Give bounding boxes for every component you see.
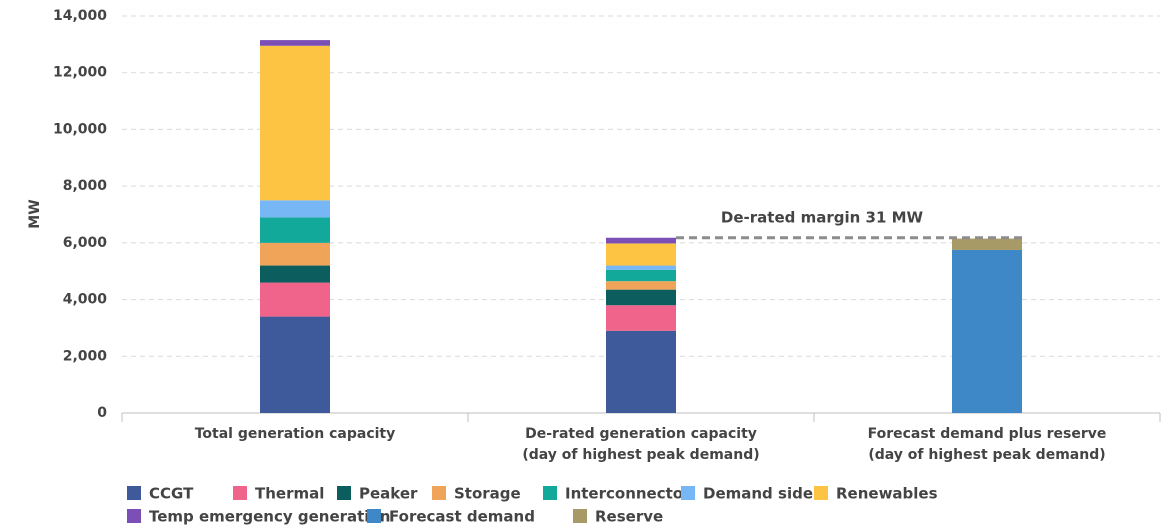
x-tick-label: Total generation capacity (195, 426, 396, 442)
y-axis-label: MW (27, 199, 43, 228)
bar-segment (606, 289, 676, 306)
x-tick-label-line: Forecast demand plus reserve (868, 426, 1107, 442)
annotation: De-rated margin 31 MW (721, 208, 924, 226)
y-tick-label: 0 (97, 405, 107, 421)
legend-label: Reserve (595, 508, 663, 526)
legend-swatch (127, 486, 141, 500)
y-tick-label: 6,000 (63, 235, 108, 251)
legend-label: Peaker (359, 485, 418, 503)
y-tick-label: 12,000 (53, 65, 107, 81)
legend-swatch (814, 486, 828, 500)
legend-swatch (681, 486, 695, 500)
legend-swatch (337, 486, 351, 500)
legend-swatch (367, 509, 381, 523)
x-tick-label-line: De-rated generation capacity (525, 426, 757, 442)
bar-segment (260, 200, 330, 218)
bar-segment (260, 40, 330, 46)
bar-segment (606, 269, 676, 282)
legend-swatch (543, 486, 557, 500)
legend-label: Temp emergency generation (149, 508, 390, 526)
x-tick-label: Forecast demand plus reserve (day of high… (868, 426, 1107, 463)
legend-label: Forecast demand (389, 508, 535, 526)
y-tick-label: 4,000 (63, 292, 108, 308)
y-tick-label: 10,000 (53, 121, 107, 137)
bar-segment (606, 265, 676, 270)
legend-swatch (573, 509, 587, 523)
bar-segment (260, 217, 330, 243)
bar-segment (260, 45, 330, 201)
y-tick-label: 8,000 (63, 178, 108, 194)
bar-segment (260, 242, 330, 266)
x-tick-label: De-rated generation capacity (day of high… (522, 426, 759, 463)
legend-swatch (432, 486, 446, 500)
bar-segment (260, 282, 330, 317)
legend-label: Thermal (255, 485, 324, 503)
bar-segment (952, 249, 1022, 413)
y-tick-label: 14,000 (53, 8, 107, 24)
legend-swatch (127, 509, 141, 523)
legend-label: Demand side (703, 485, 813, 503)
bar-segment (260, 265, 330, 283)
x-tick-label-line: (day of highest peak demand) (868, 447, 1105, 463)
legend-label: Storage (454, 485, 521, 503)
legend-swatch (233, 486, 247, 500)
legend-label: Interconnector (565, 485, 691, 503)
x-tick-label-line: Total generation capacity (195, 426, 396, 442)
bar-segment (260, 316, 330, 413)
bar-segment (606, 305, 676, 331)
x-tick-label-line: (day of highest peak demand) (522, 447, 759, 463)
bar-segment (606, 237, 676, 244)
y-tick-label: 2,000 (63, 348, 108, 364)
legend-label: CCGT (149, 485, 194, 503)
bar-segment (606, 330, 676, 413)
bar-segment (606, 243, 676, 266)
bar-segment (952, 238, 1022, 250)
legend-label: Renewables (836, 485, 938, 503)
bar-segment (606, 281, 676, 290)
